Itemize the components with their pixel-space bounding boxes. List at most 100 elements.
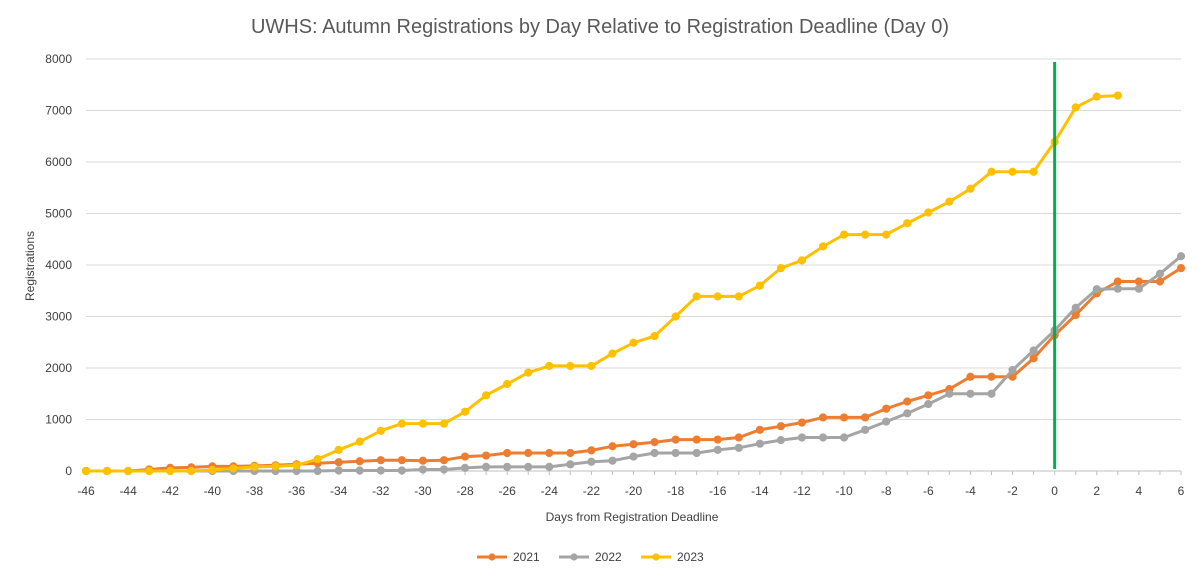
data-point-2023 — [503, 379, 512, 389]
data-point-2021 — [566, 448, 575, 458]
data-point-2021 — [671, 435, 680, 444]
x-tick-label: -4 — [965, 484, 976, 498]
data-point-2021 — [334, 458, 343, 467]
y-tick-label: 0 — [65, 464, 72, 478]
x-tick-label: -28 — [456, 484, 474, 498]
x-tick-label: -24 — [541, 484, 559, 498]
data-point-2021 — [376, 456, 385, 465]
chart-title: UWHS: Autumn Registrations by Day Relati… — [251, 16, 949, 38]
legend-label: 2021 — [513, 550, 540, 564]
data-point-2021 — [713, 435, 722, 444]
y-tick-label: 7000 — [45, 104, 72, 118]
data-point-2022 — [945, 389, 954, 398]
legend-item-2021: 2021 — [477, 550, 540, 564]
data-point-2021 — [650, 438, 659, 447]
legend-swatch-marker — [488, 553, 496, 561]
data-point-2023 — [861, 230, 870, 239]
data-point-2021 — [1113, 277, 1122, 286]
legend-swatch-marker — [652, 553, 660, 561]
data-point-2023 — [208, 465, 217, 475]
x-tick-label: -30 — [414, 484, 432, 498]
x-tick-label: -34 — [330, 484, 348, 498]
data-point-2023 — [355, 437, 364, 446]
data-point-2023 — [1029, 167, 1038, 176]
data-point-2022 — [397, 466, 406, 475]
data-point-2023 — [376, 426, 385, 435]
data-point-2023 — [797, 256, 807, 265]
data-point-2021 — [924, 391, 933, 400]
data-point-2023 — [166, 466, 175, 476]
data-point-2022 — [818, 433, 828, 442]
data-point-2021 — [545, 448, 554, 458]
data-point-2021 — [397, 456, 406, 465]
data-point-2023 — [187, 466, 196, 476]
data-point-2021 — [1134, 277, 1143, 286]
data-point-2022 — [776, 436, 786, 445]
data-point-2023 — [692, 292, 701, 301]
data-point-2023 — [1008, 167, 1017, 176]
y-tick-labels: 0 1000 2000 3000 4000 5000 6000 7000 8000 — [45, 52, 72, 478]
x-tick-label: -22 — [583, 484, 601, 498]
data-point-2023 — [650, 331, 659, 341]
data-point-2023 — [524, 368, 533, 377]
y-axis-label: Registrations — [23, 231, 37, 301]
x-tick-label: -40 — [204, 484, 222, 498]
data-point-2021 — [839, 413, 849, 422]
data-point-2021 — [818, 413, 828, 422]
data-point-2023 — [229, 464, 238, 473]
data-point-2021 — [797, 418, 807, 427]
data-point-2022 — [882, 417, 891, 426]
data-point-2022 — [1155, 269, 1165, 278]
x-tick-label: -36 — [288, 484, 306, 498]
data-point-2023 — [608, 349, 617, 358]
y-tick-label: 3000 — [45, 310, 72, 324]
data-point-2021 — [1155, 277, 1165, 286]
data-point-2022 — [1071, 303, 1080, 312]
series-2021 — [81, 263, 1186, 476]
data-point-2023 — [102, 466, 112, 476]
data-point-2021 — [524, 448, 533, 458]
y-tick-label: 6000 — [45, 155, 72, 169]
data-point-2023 — [250, 462, 259, 471]
data-point-2022 — [503, 462, 512, 471]
x-tick-label: 6 — [1178, 484, 1185, 498]
data-point-2022 — [524, 462, 533, 471]
data-point-2022 — [987, 389, 996, 398]
data-point-2022 — [1029, 346, 1038, 355]
data-point-2021 — [903, 397, 912, 406]
data-point-2023 — [966, 184, 975, 193]
data-point-2022 — [671, 448, 680, 458]
y-tick-label: 2000 — [45, 361, 72, 375]
data-point-2023 — [839, 230, 849, 239]
data-point-2022 — [460, 463, 470, 473]
data-point-2023 — [124, 466, 133, 476]
data-point-2021 — [1029, 354, 1038, 363]
data-point-2021 — [439, 456, 449, 465]
data-point-2023 — [566, 361, 575, 371]
data-point-2022 — [418, 465, 428, 474]
data-point-2022 — [334, 466, 343, 475]
data-point-2022 — [861, 425, 870, 434]
x-tick-label: -42 — [162, 484, 180, 498]
data-point-2022 — [734, 443, 743, 452]
y-tick-label: 5000 — [45, 207, 72, 221]
data-point-2023 — [145, 466, 154, 476]
data-point-2022 — [924, 399, 933, 409]
data-point-2023 — [755, 281, 764, 290]
x-tick-label: -16 — [709, 484, 727, 498]
data-point-2022 — [566, 460, 575, 469]
data-point-2022 — [966, 389, 975, 398]
data-point-2022 — [1134, 284, 1143, 293]
x-tick-label: -18 — [667, 484, 685, 498]
data-point-2023 — [397, 419, 406, 428]
data-point-2023 — [734, 292, 743, 301]
data-point-2021 — [629, 440, 638, 449]
data-point-2022 — [439, 465, 449, 474]
x-tick-label: -2 — [1007, 484, 1018, 498]
data-point-2023 — [924, 208, 933, 217]
x-tick-label: -46 — [77, 484, 95, 498]
data-point-2022 — [629, 452, 638, 461]
x-tick-label: -32 — [372, 484, 390, 498]
x-tick-label: 0 — [1051, 484, 1058, 498]
